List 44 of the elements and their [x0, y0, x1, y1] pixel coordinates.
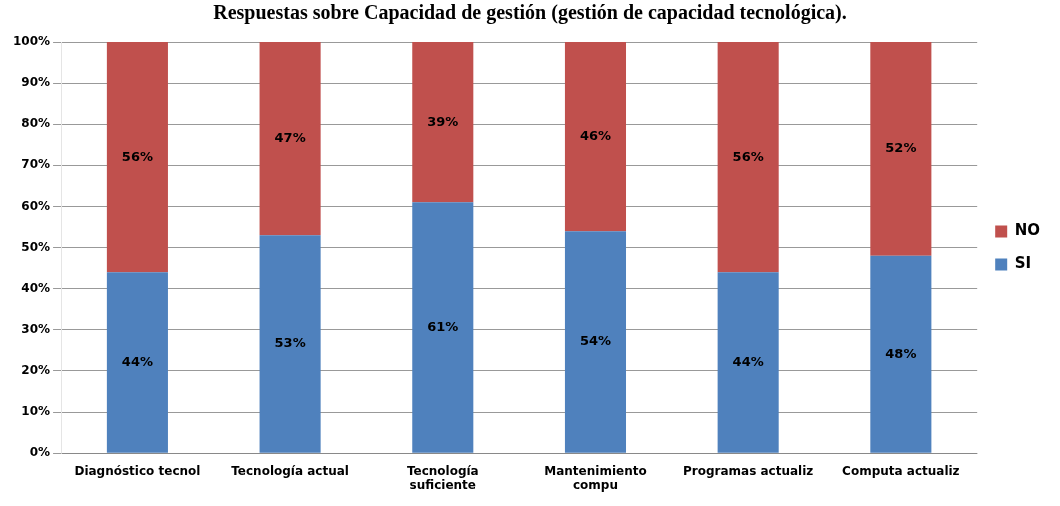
bar: [106, 272, 168, 453]
x-tick-label: Diagnóstico tecnol: [74, 463, 201, 478]
bar: [870, 255, 932, 453]
bar: [412, 202, 474, 453]
bar: [564, 231, 627, 453]
data-label: 56%: [121, 148, 153, 164]
y-tick-label: 10%: [21, 404, 51, 419]
x-tick-label: Programas actualiz: [683, 463, 814, 478]
bar: [870, 42, 932, 256]
y-tick-label: 40%: [21, 280, 51, 295]
y-tick-label: 90%: [21, 75, 51, 90]
legend-label: SI: [1014, 254, 1032, 273]
data-label: 61%: [427, 318, 459, 334]
data-label: 46%: [579, 127, 612, 143]
y-tick-label: 50%: [21, 239, 51, 254]
bar: [412, 42, 474, 203]
data-label: 44%: [732, 353, 764, 369]
x-tick-label: Tecnología actual: [231, 463, 349, 478]
y-tick-label: 100%: [12, 34, 51, 49]
data-label: 56%: [732, 148, 764, 164]
y-tick-label: 0%: [29, 445, 51, 460]
bar: [564, 42, 627, 232]
bar: [259, 235, 321, 453]
data-label: 39%: [427, 113, 459, 129]
data-label: 44%: [121, 353, 153, 369]
chart-title: Respuestas sobre Capacidad de gestión (gestión de capacidad tecnológica).: [213, 1, 847, 25]
data-label: 52%: [885, 140, 917, 156]
x-tick-label: Mantenimiento compu: [544, 463, 647, 492]
bar: [717, 272, 779, 453]
y-tick-label: 70%: [21, 157, 51, 172]
x-tick-label: Computa actualiz: [842, 463, 960, 478]
y-tick-label: 30%: [21, 321, 51, 336]
y-tick-label: 20%: [21, 363, 51, 378]
bar: [259, 42, 321, 236]
x-tick-label: Tecnología suficiente: [406, 463, 479, 492]
legend-label: NO: [1014, 221, 1041, 240]
data-label: 53%: [274, 335, 306, 351]
y-tick-label: 60%: [21, 198, 51, 213]
data-label: 47%: [274, 130, 306, 146]
data-label: 54%: [579, 333, 612, 349]
bar: [106, 42, 168, 273]
y-tick-label: 80%: [21, 116, 51, 131]
data-label: 48%: [885, 345, 917, 361]
bar: [717, 42, 779, 273]
